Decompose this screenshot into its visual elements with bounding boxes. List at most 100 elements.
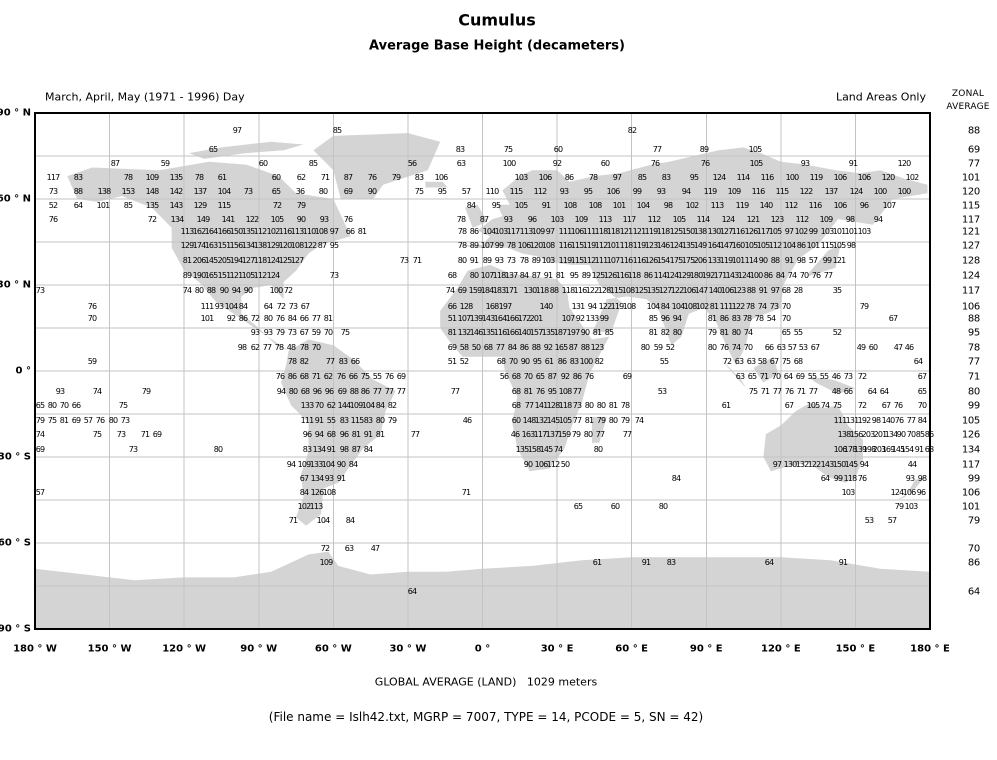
grid-value: 94 (276, 387, 286, 396)
grid-value: 145 (546, 416, 561, 425)
grid-value: 122 (585, 286, 600, 295)
grid-value: 83 (302, 445, 312, 454)
grid-value: 107 (457, 314, 472, 323)
grid-value: 96 (660, 314, 670, 323)
grid-value: 119 (809, 173, 824, 182)
grid-value: 109 (574, 215, 589, 224)
grid-value: 70 (314, 401, 324, 410)
grid-value: 86 (287, 372, 297, 381)
grid-value: 61 (721, 401, 731, 410)
grid-value: 134 (884, 430, 899, 439)
grid-value: 99 (632, 187, 642, 196)
grid-value: 76 (584, 372, 594, 381)
grid-value: 78 (456, 215, 466, 224)
grid-value: 88 (531, 343, 541, 352)
grid-value: 83 (338, 357, 348, 366)
grid-value: 104 (361, 401, 376, 410)
grid-value: 83 (731, 314, 741, 323)
grid-value: 100 (873, 187, 888, 196)
grid-value: 79 (387, 416, 397, 425)
grid-value: 133 (585, 314, 600, 323)
grid-value: 145 (539, 445, 554, 454)
grid-value: 73 (120, 416, 130, 425)
grid-value: 105 (672, 215, 687, 224)
grid-value: 86 (360, 387, 370, 396)
grid-value: 106 (902, 488, 917, 497)
grid-value: 90 (336, 460, 346, 469)
grid-value: 118 (619, 241, 634, 250)
grid-value: 80 (672, 328, 682, 337)
grid-value: 80 (596, 401, 606, 410)
grid-value: 95 (547, 387, 557, 396)
grid-value: 71 (288, 516, 298, 525)
grid-value: 101 (731, 256, 746, 265)
lat-axis-label: 0 ° (15, 365, 31, 377)
grid-value: 112 (768, 241, 783, 250)
grid-value: 134 (241, 241, 256, 250)
grid-value: 106 (517, 241, 532, 250)
grid-value: 83 (414, 173, 424, 182)
grid-value: 79 (275, 328, 285, 337)
grid-value: 146 (469, 328, 484, 337)
grid-value: 103 (841, 488, 856, 497)
grid-value: 121 (632, 227, 647, 236)
grid-value: 115 (509, 187, 524, 196)
grid-value: 90 (367, 187, 377, 196)
zonal-average-header-line2: AVERAGE (946, 102, 990, 112)
grid-value: 87 (110, 159, 120, 168)
grid-value: 66 (350, 357, 360, 366)
grid-value: 96 (859, 201, 869, 210)
grid-value: 65 (573, 502, 583, 511)
grid-value: 73 (243, 187, 253, 196)
grid-value: 162 (192, 227, 207, 236)
grid-value: 113 (710, 201, 725, 210)
grid-value: 84 (917, 416, 927, 425)
grid-value: 183 (492, 286, 507, 295)
grid-value: 61 (544, 357, 554, 366)
grid-value: 67 (810, 343, 820, 352)
grid-value: 69 (795, 372, 805, 381)
zonal-average-value: 105 (961, 415, 980, 427)
zonal-average-value: 99 (967, 400, 980, 412)
grid-value: 98 (663, 201, 673, 210)
grid-value: 127 (290, 256, 305, 265)
grid-value: 76 (893, 401, 903, 410)
grid-value: 97 (770, 286, 780, 295)
grid-value: 72 (857, 401, 867, 410)
grid-value: 73 (287, 328, 297, 337)
grid-value: 206 (693, 256, 708, 265)
grid-value: 116 (760, 173, 775, 182)
grid-value: 93 (324, 474, 334, 483)
grid-value: 90 (580, 328, 590, 337)
grid-value: 95 (583, 187, 593, 196)
grid-value: 70 (523, 372, 533, 381)
grid-value: 119 (610, 302, 625, 311)
grid-value: 73 (116, 430, 126, 439)
grid-value: 86 (643, 271, 653, 280)
grid-value: 116 (558, 241, 573, 250)
grid-value: 135 (241, 227, 256, 236)
grid-value: 81 (584, 416, 594, 425)
grid-value: 125 (278, 256, 293, 265)
grid-value: 109 (349, 401, 364, 410)
grid-value: 76 (700, 159, 710, 168)
grid-value: 88 (770, 256, 780, 265)
grid-value: 76 (650, 159, 660, 168)
grid-value: 106 (682, 286, 697, 295)
grid-value: 105 (241, 271, 256, 280)
grid-value: 101 (612, 201, 627, 210)
grid-value: 105 (558, 416, 573, 425)
grid-value: 98 (339, 445, 349, 454)
grid-value: 92 (543, 343, 553, 352)
grid-value: 113 (598, 215, 613, 224)
grid-value: 62 (326, 401, 336, 410)
grid-value: 81 (707, 314, 717, 323)
zonal-average-value: 106 (961, 487, 980, 499)
grid-value: 52 (665, 343, 675, 352)
grid-value: 68 (447, 271, 457, 280)
grid-value: 55 (819, 372, 829, 381)
grid-value: 81 (447, 328, 457, 337)
grid-value: 72 (857, 372, 867, 381)
grid-value: 139 (853, 445, 868, 454)
grid-value: 98 (845, 215, 855, 224)
